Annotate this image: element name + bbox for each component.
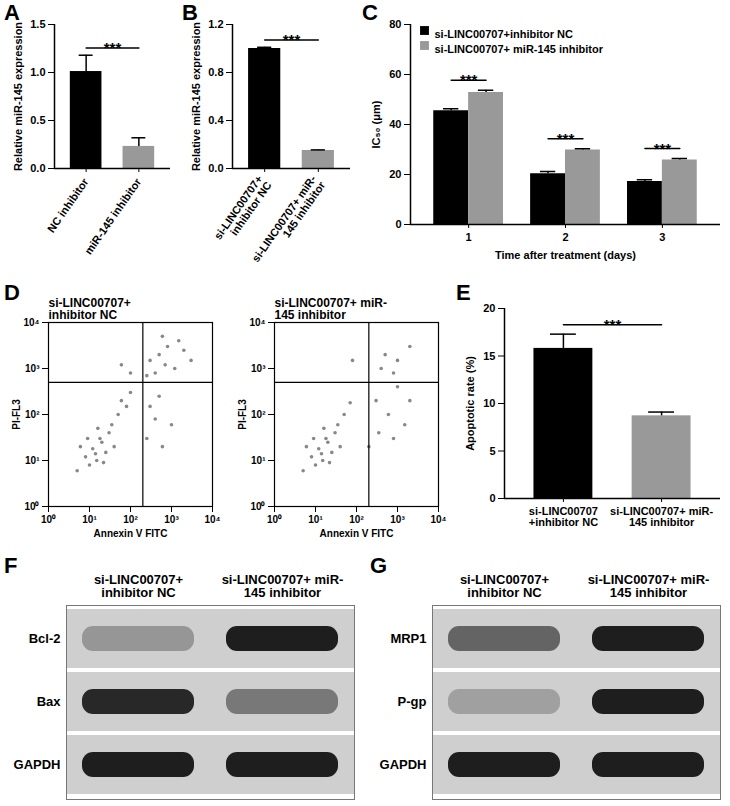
svg-text:10⁴: 10⁴ <box>23 317 39 328</box>
svg-text:10: 10 <box>483 397 495 409</box>
svg-text:0.8: 0.8 <box>208 66 223 78</box>
svg-text:si-LINC00707+inhibitor NC: si-LINC00707+inhibitor NC <box>94 572 184 600</box>
svg-text:si-LINC00707+ miR-145 inhibito: si-LINC00707+ miR-145 inhibitor <box>435 43 604 55</box>
svg-text:Annexin V FITC: Annexin V FITC <box>320 528 394 539</box>
svg-text:si-LINC00707+ miR-145 inhibito: si-LINC00707+ miR-145 inhibitor <box>249 172 327 270</box>
svg-text:20: 20 <box>389 168 401 180</box>
svg-text:10⁰: 10⁰ <box>24 501 39 512</box>
svg-text:NC inhibitor: NC inhibitor <box>45 175 91 234</box>
svg-text:Time after treatment (days): Time after treatment (days) <box>495 249 636 261</box>
svg-text:10⁰: 10⁰ <box>267 514 282 525</box>
svg-text:1.0: 1.0 <box>30 66 45 78</box>
svg-text:10¹: 10¹ <box>308 514 323 525</box>
svg-text:IC₅₀ (μm): IC₅₀ (μm) <box>370 100 382 148</box>
svg-text:***: *** <box>654 140 672 157</box>
svg-text:40: 40 <box>389 118 401 130</box>
svg-text:10²: 10² <box>251 409 266 420</box>
svg-text:PI-FL3: PI-FL3 <box>237 399 248 430</box>
svg-text:2: 2 <box>562 231 568 243</box>
svg-text:0: 0 <box>489 492 495 504</box>
svg-text:***: *** <box>460 71 478 88</box>
svg-text:1: 1 <box>466 231 472 243</box>
svg-text:1.5: 1.5 <box>30 18 45 30</box>
svg-text:si-LINC00707+ miR-145 inhibito: si-LINC00707+ miR-145 inhibitor <box>588 572 710 600</box>
svg-text:0: 0 <box>395 218 401 230</box>
svg-text:60: 60 <box>389 68 401 80</box>
svg-text:80: 80 <box>389 18 401 30</box>
svg-text:10³: 10³ <box>390 514 405 525</box>
svg-text:***: *** <box>604 316 622 333</box>
svg-text:0.0: 0.0 <box>208 162 223 174</box>
svg-text:10⁴: 10⁴ <box>430 514 446 525</box>
svg-text:Bcl-2: Bcl-2 <box>29 631 61 646</box>
svg-text:miR-145 inhibitor: miR-145 inhibitor <box>82 175 144 256</box>
svg-text:0.5: 0.5 <box>30 114 45 126</box>
svg-text:10¹: 10¹ <box>251 455 266 466</box>
svg-text:15: 15 <box>483 350 495 362</box>
svg-text:MRP1: MRP1 <box>390 631 426 646</box>
svg-text:1.2: 1.2 <box>208 18 223 30</box>
svg-text:si-LINC00707+inhibitor NC: si-LINC00707+inhibitor NC <box>529 505 598 528</box>
svg-text:10⁰: 10⁰ <box>250 501 265 512</box>
svg-text:3: 3 <box>659 231 665 243</box>
svg-text:Relative miR-145 expression: Relative miR-145 expression <box>190 22 202 171</box>
svg-text:si-LINC00707+ miR-145 inhibito: si-LINC00707+ miR-145 inhibitor <box>610 505 713 528</box>
svg-text:10⁰: 10⁰ <box>41 514 56 525</box>
svg-text:10³: 10³ <box>251 363 266 374</box>
svg-text:P-gp: P-gp <box>398 694 427 709</box>
svg-text:10¹: 10¹ <box>82 514 97 525</box>
svg-text:Annexin V FITC: Annexin V FITC <box>94 528 168 539</box>
svg-text:10²: 10² <box>25 409 40 420</box>
svg-text:Bax: Bax <box>37 694 62 709</box>
svg-text:0.4: 0.4 <box>208 114 224 126</box>
svg-text:GAPDH: GAPDH <box>14 757 61 772</box>
svg-text:***: *** <box>104 39 122 56</box>
svg-text:10⁴: 10⁴ <box>249 317 265 328</box>
svg-text:10⁴: 10⁴ <box>204 514 220 525</box>
svg-text:20: 20 <box>483 302 495 314</box>
svg-text:10¹: 10¹ <box>25 455 40 466</box>
svg-text:10³: 10³ <box>164 514 179 525</box>
svg-text:10³: 10³ <box>25 363 40 374</box>
svg-text:***: *** <box>283 31 301 48</box>
svg-text:GAPDH: GAPDH <box>380 757 427 772</box>
svg-text:Relative miR-145 expression: Relative miR-145 expression <box>12 22 24 171</box>
svg-text:si-LINC00707+inhibitor NC: si-LINC00707+inhibitor NC <box>460 572 550 600</box>
svg-text:0.0: 0.0 <box>30 162 45 174</box>
svg-text:5: 5 <box>489 445 495 457</box>
svg-text:Apoptotic rate (%): Apoptotic rate (%) <box>464 356 476 451</box>
svg-text:PI-FL3: PI-FL3 <box>11 399 22 430</box>
svg-text:10²: 10² <box>349 514 364 525</box>
svg-text:***: *** <box>557 130 575 147</box>
svg-text:si-LINC00707+ miR-145 inhibito: si-LINC00707+ miR-145 inhibitor <box>222 572 344 600</box>
svg-text:si-LINC00707+ miR-145 inhibito: si-LINC00707+ miR-145 inhibitor <box>275 296 387 322</box>
svg-text:10²: 10² <box>123 514 138 525</box>
svg-text:si-LINC00707+inhibitor NC: si-LINC00707+inhibitor NC <box>435 28 574 40</box>
svg-text:si-LINC00707+inhibitor NC: si-LINC00707+inhibitor NC <box>49 296 131 322</box>
